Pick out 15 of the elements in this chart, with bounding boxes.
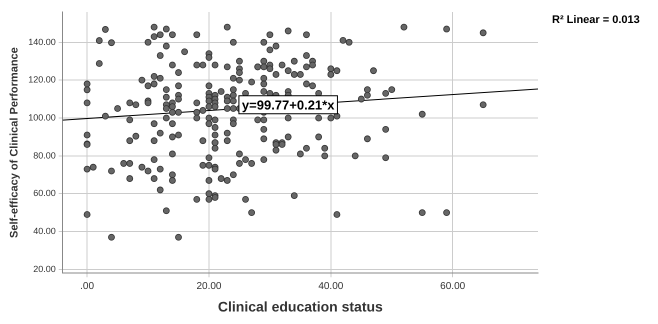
y-tick-label: 20.00 [33, 264, 56, 274]
annotation: y=99.77+0.21*x [242, 97, 336, 112]
text: R² Linear = 0.013 [552, 14, 640, 26]
y-tick-label: 140.00 [28, 36, 56, 47]
x-tick-label: 40.00 [318, 280, 344, 292]
y-tick-label: 100.00 [28, 112, 56, 122]
y-tick-label: 60.00 [33, 188, 56, 198]
y-tick-label: 40.00 [33, 226, 56, 236]
x-tick-label: .00 [80, 280, 94, 292]
y-axis-title: Self-efficacy of Clinical Performance [8, 47, 21, 238]
y-tick-label: 120.00 [28, 74, 56, 85]
x-axis-title: Clinical education status [218, 298, 384, 314]
x-tick-label: 60.00 [440, 280, 466, 292]
y-tick-label: 80.00 [33, 150, 56, 160]
x-tick-label: 20.00 [196, 280, 222, 292]
